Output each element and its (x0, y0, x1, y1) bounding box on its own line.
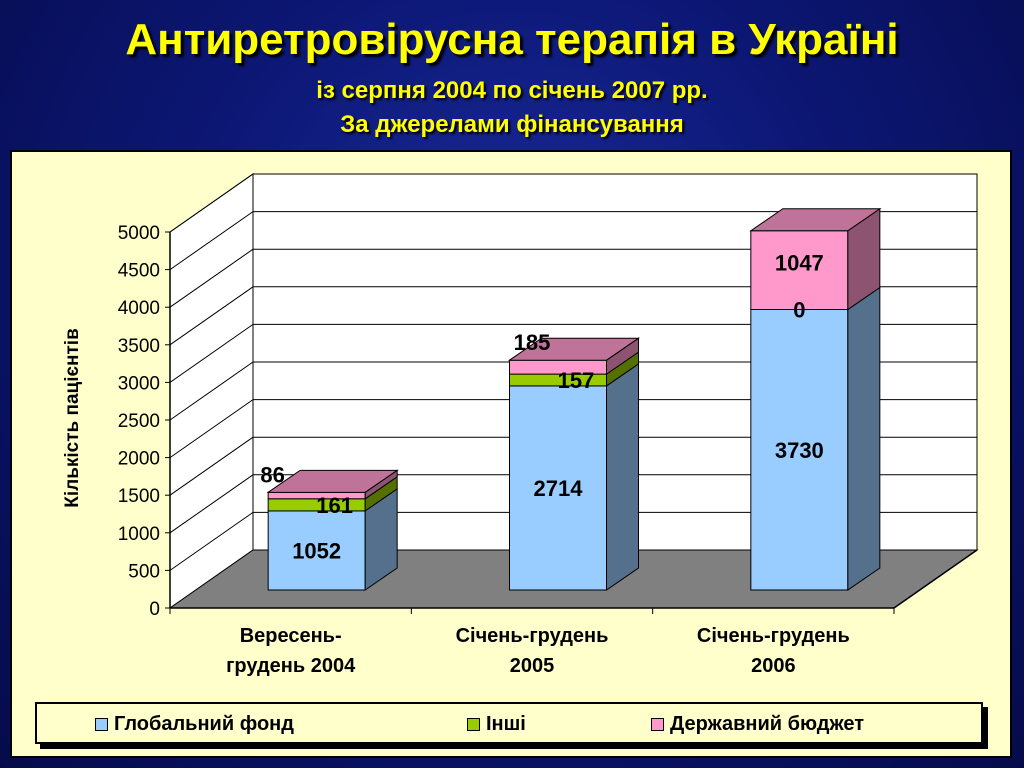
slide-subtitle-source: За джерелами фінансування (340, 111, 684, 138)
legend-label-other: Інші (486, 713, 526, 735)
legend-swatch-state-budget (651, 718, 664, 731)
slide-title: Антиретровірусна терапія в Україні (125, 15, 899, 64)
x-tick-label: 2005 (510, 655, 555, 677)
y-tick-label: 2500 (118, 411, 160, 432)
x-tick-label: Січень-грудень (697, 625, 850, 647)
data-label-state-budget: 1047 (775, 250, 824, 275)
bar-segment-side (847, 286, 881, 591)
gridline-side (169, 436, 254, 496)
chart-legend: Глобальний фонд Інші Державний бюджет (35, 702, 983, 744)
y-tick-label: 0 (149, 599, 160, 620)
bar-segment-top (507, 337, 641, 361)
gridline-side (169, 173, 254, 233)
y-tick-label: 4000 (118, 298, 160, 319)
bar-segment-front (509, 385, 607, 591)
x-tick-label: Січень-грудень (456, 625, 609, 647)
legend-swatch-other (467, 718, 480, 731)
legend-label-global-fund: Глобальний фонд (114, 713, 294, 735)
y-tick-label: 1000 (118, 524, 160, 545)
slide-subtitle-period: із серпня 2004 по січень 2007 рр. (316, 77, 708, 104)
y-tick-label: 1500 (118, 486, 160, 507)
data-label-global-fund: 2714 (534, 476, 584, 501)
gridline-side (169, 511, 254, 571)
y-tick-label: 3500 (118, 336, 160, 357)
data-label-state-budget: 86 (260, 462, 284, 487)
gridline-side (169, 361, 254, 421)
data-label-other: 161 (316, 493, 353, 518)
y-tick-label: 2000 (118, 449, 160, 470)
floor-edge (893, 549, 978, 609)
y-tick-label: 500 (128, 561, 160, 582)
y-tick-label: 3000 (118, 373, 160, 394)
x-tick-label: грудень 2004 (226, 655, 356, 677)
bar-segment-front (750, 230, 849, 311)
x-tick-label: Вересень- (240, 625, 342, 647)
data-label-global-fund: 3730 (775, 438, 824, 463)
legend-item-global-fund: Глобальний фонд (95, 713, 294, 736)
chart-panel: 0 500 1000 1500 2000 2500 3000 3500 4000 4500 5000… (10, 150, 1012, 758)
legend-item-state-budget: Державний бюджет (651, 713, 864, 736)
data-label-state-budget: 185 (514, 330, 551, 355)
legend-label-state-budget: Державний бюджет (670, 713, 865, 735)
data-label-global-fund: 1052 (292, 538, 341, 563)
chart-canvas: 0 500 1000 1500 2000 2500 3000 3500 4000 4500 5000… (62, 173, 979, 677)
bar-segment-side (606, 362, 639, 591)
data-label-other: 157 (558, 368, 595, 393)
gridline-side (169, 211, 254, 271)
y-tick-label: 5000 (118, 223, 160, 244)
y-axis-title: Кількість пацієнтів (62, 328, 83, 507)
gridline-side (169, 248, 254, 308)
gridline-side (169, 286, 254, 346)
gridline-side (169, 474, 254, 534)
gridline-side (169, 399, 254, 459)
x-tick-label: 2006 (751, 655, 796, 677)
bar-segment-top (749, 208, 882, 232)
bar-segment-top (266, 469, 399, 493)
legend-item-other: Інші (467, 713, 526, 736)
gridline-side (169, 323, 254, 383)
legend-swatch-global-fund (95, 718, 108, 731)
data-label-other: 0 (793, 298, 805, 323)
y-tick-label: 4500 (118, 261, 160, 282)
